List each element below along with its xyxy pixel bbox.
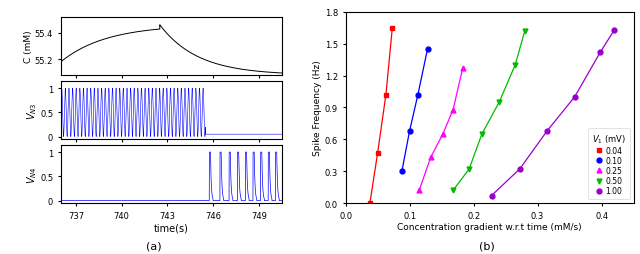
Y-axis label: $V_{N4}$: $V_{N4}$ bbox=[25, 165, 38, 183]
0.50 bbox=[449, 189, 457, 192]
Text: (a): (a) bbox=[146, 241, 161, 251]
Y-axis label: Spike Frequency (Hz): Spike Frequency (Hz) bbox=[313, 60, 322, 156]
0.10 bbox=[406, 130, 413, 133]
0.50 bbox=[478, 133, 486, 136]
0.04 bbox=[374, 152, 381, 155]
Text: (b): (b) bbox=[479, 241, 494, 251]
1.00 bbox=[571, 96, 579, 99]
0.25 bbox=[459, 67, 467, 70]
0.25 bbox=[439, 133, 447, 136]
Y-axis label: $V_{N3}$: $V_{N3}$ bbox=[25, 102, 38, 119]
1.00 bbox=[516, 168, 524, 171]
1.00 bbox=[611, 29, 618, 32]
0.04 bbox=[382, 94, 390, 97]
0.10 bbox=[398, 170, 406, 173]
0.50 bbox=[465, 168, 473, 171]
Line: 0.25: 0.25 bbox=[417, 66, 465, 193]
0.50 bbox=[511, 64, 519, 67]
0.04 bbox=[366, 202, 374, 205]
0.50 bbox=[495, 101, 503, 104]
X-axis label: time(s): time(s) bbox=[154, 223, 189, 232]
Legend: 0.04, 0.10, 0.25, 0.50, 1.00: 0.04, 0.10, 0.25, 0.50, 1.00 bbox=[588, 129, 630, 199]
0.50 bbox=[521, 30, 529, 33]
0.25 bbox=[427, 156, 435, 159]
0.25 bbox=[449, 108, 457, 112]
Line: 0.50: 0.50 bbox=[451, 29, 527, 193]
0.10 bbox=[424, 48, 431, 51]
1.00 bbox=[488, 194, 495, 197]
0.04 bbox=[388, 27, 396, 30]
0.25 bbox=[415, 189, 423, 192]
0.10 bbox=[414, 94, 422, 97]
1.00 bbox=[543, 130, 551, 133]
1.00 bbox=[596, 51, 604, 54]
Y-axis label: C (mM): C (mM) bbox=[24, 30, 33, 63]
Line: 0.10: 0.10 bbox=[399, 47, 430, 174]
X-axis label: Concentration gradient w.r.t time (mM/s): Concentration gradient w.r.t time (mM/s) bbox=[397, 223, 582, 231]
Line: 0.04: 0.04 bbox=[367, 26, 395, 206]
Line: 1.00: 1.00 bbox=[489, 28, 617, 198]
